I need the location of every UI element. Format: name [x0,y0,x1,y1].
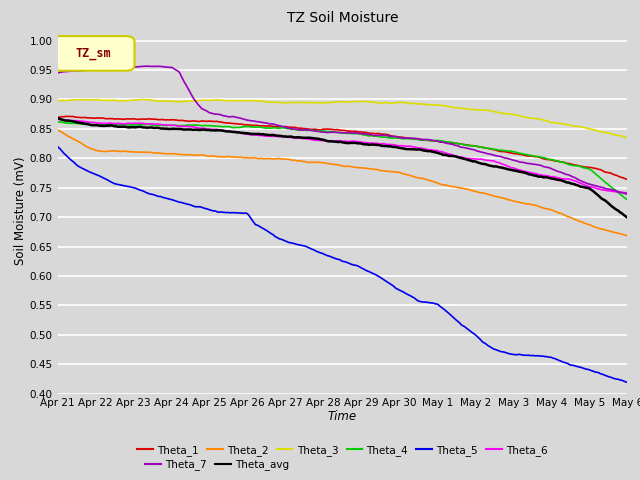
Title: TZ Soil Moisture: TZ Soil Moisture [287,11,398,25]
FancyBboxPatch shape [52,36,134,71]
Text: TZ_sm: TZ_sm [76,47,111,60]
X-axis label: Time: Time [328,410,357,423]
Legend: Theta_7, Theta_avg: Theta_7, Theta_avg [141,456,293,475]
Y-axis label: Soil Moisture (mV): Soil Moisture (mV) [14,157,27,265]
